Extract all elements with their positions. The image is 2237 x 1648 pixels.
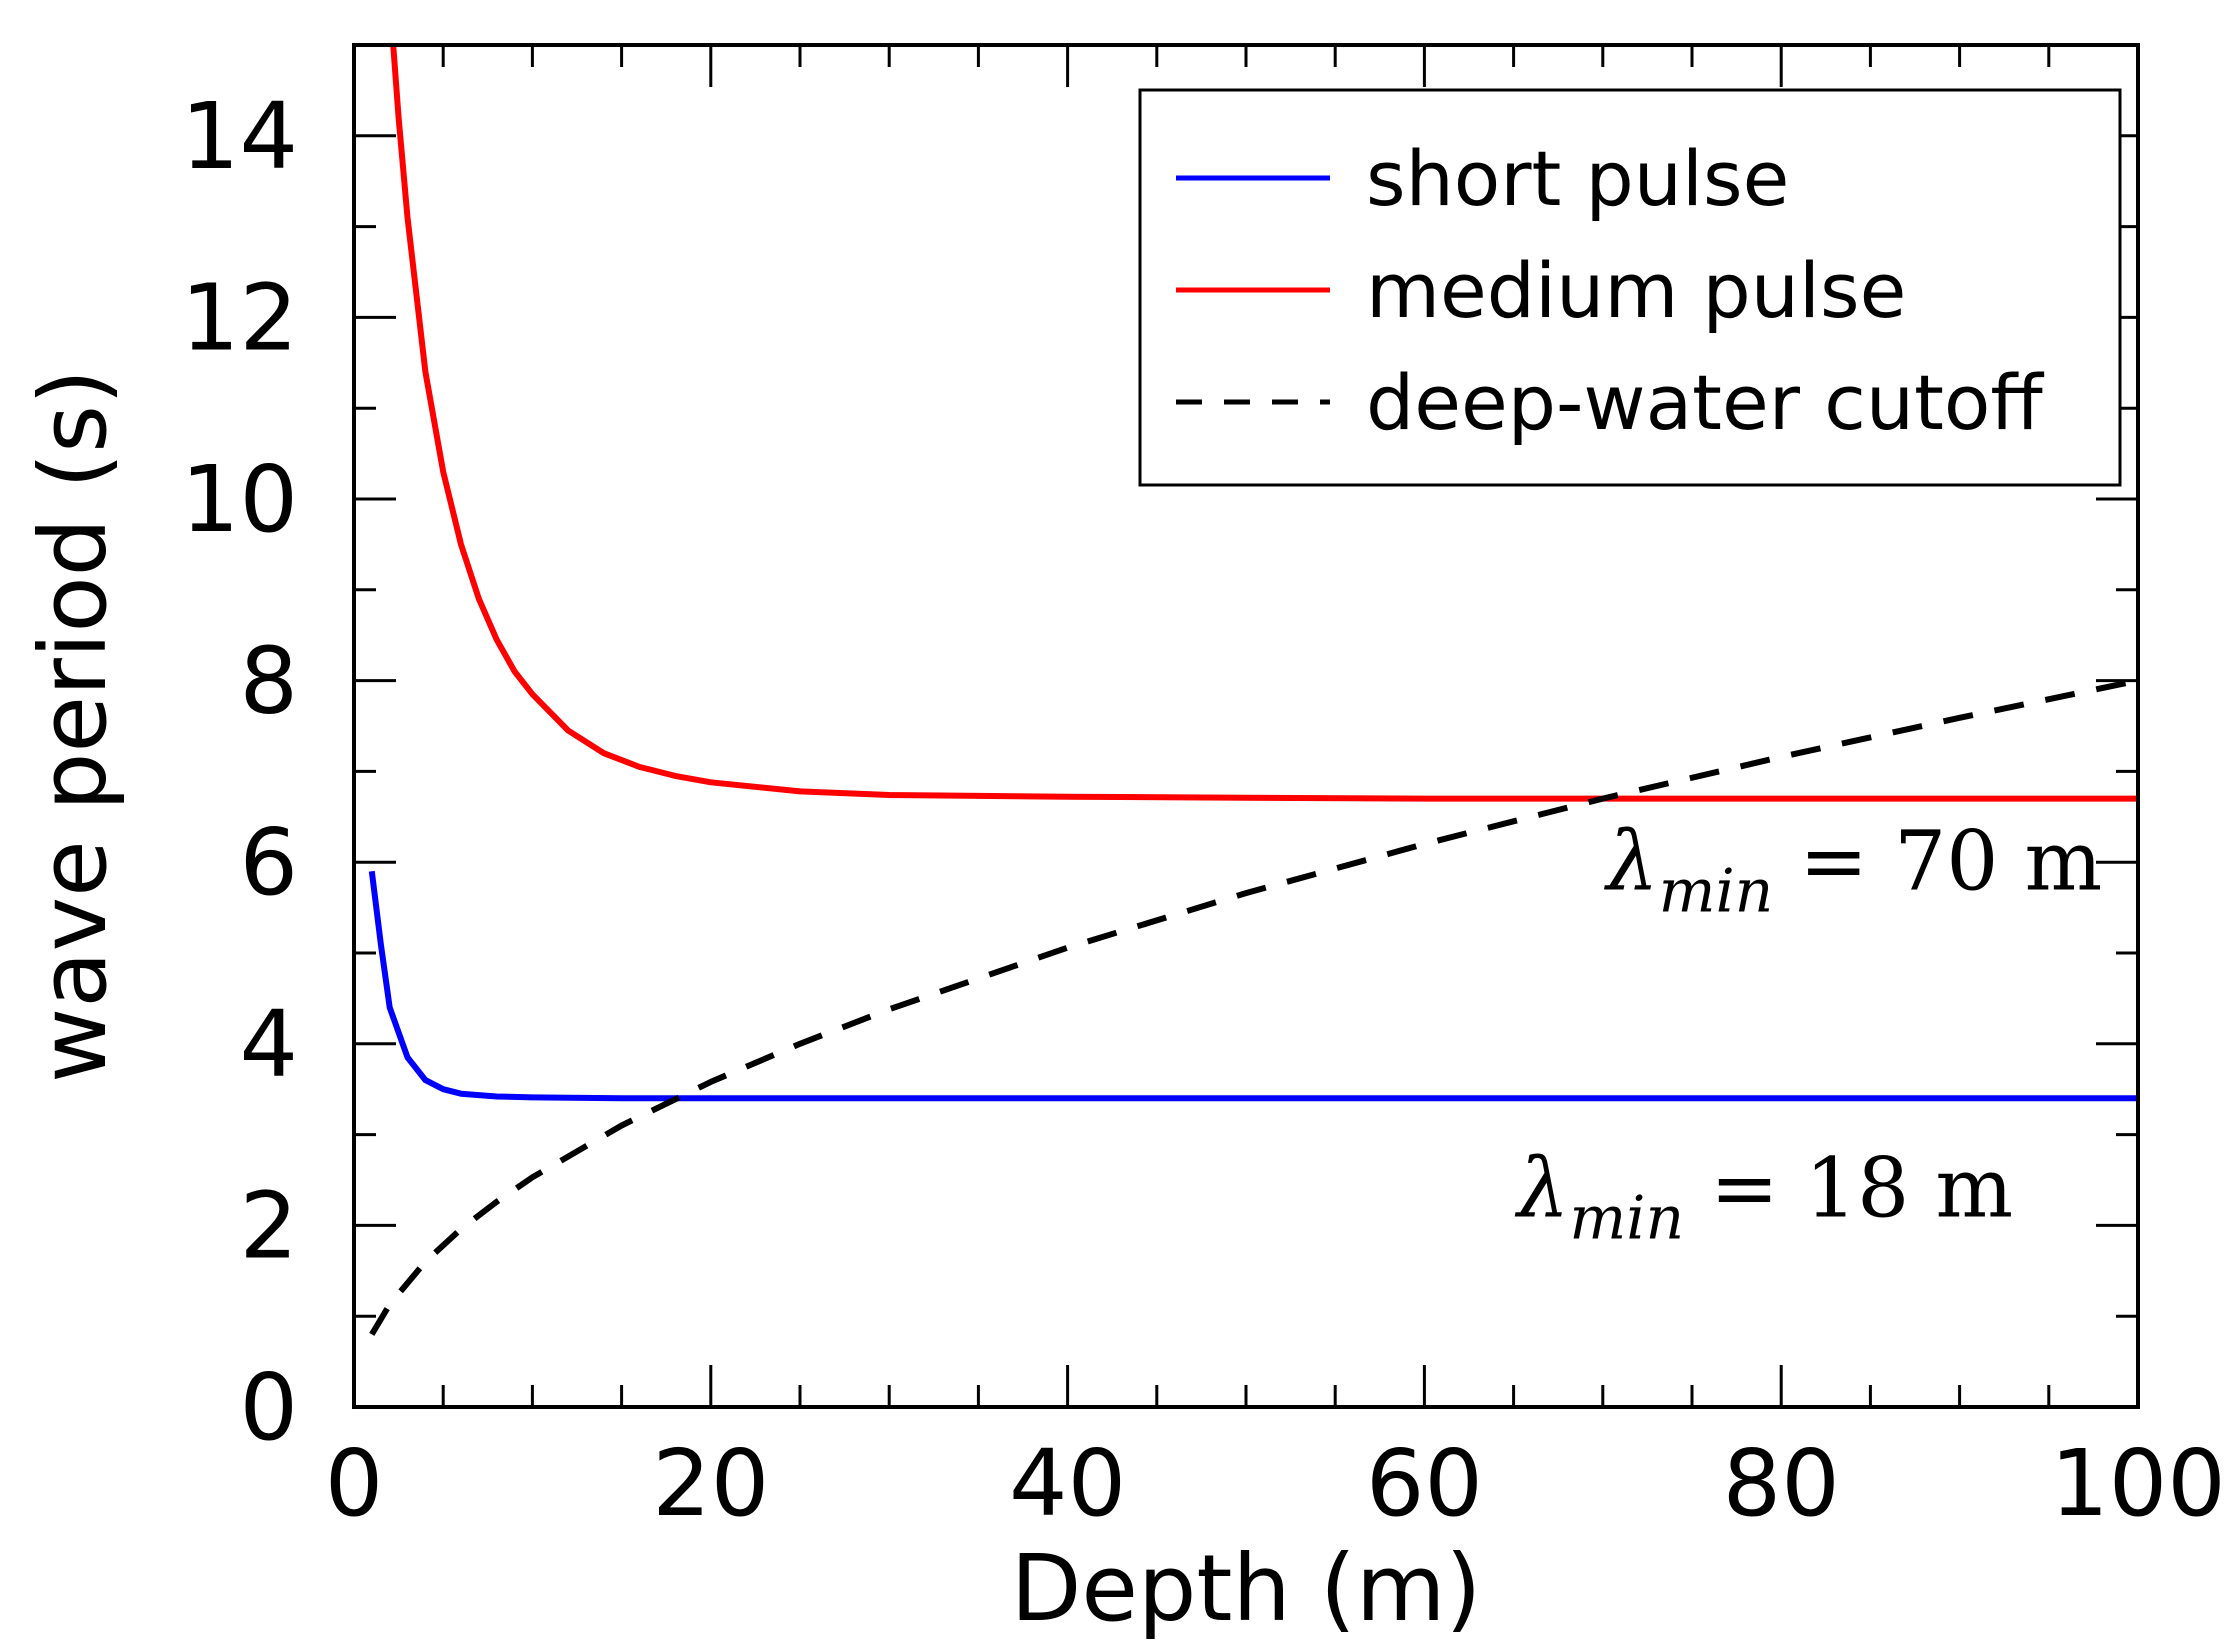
y-tick-label: 4 bbox=[239, 991, 298, 1098]
y-axis-title: wave period (s) bbox=[20, 369, 127, 1083]
x-axis-title: Depth (m) bbox=[1011, 1535, 1482, 1642]
series-line-2 bbox=[390, 45, 2138, 802]
annotations-layer: λmin = 70 m λmin = 18 m bbox=[1514, 814, 2102, 1253]
x-tick-label: 100 bbox=[2050, 1430, 2226, 1537]
annotation-1: λmin = 70 m bbox=[1604, 814, 2103, 926]
y-tick-label: 6 bbox=[239, 809, 298, 916]
series-layer bbox=[368, 45, 2138, 1336]
annotation-2: λmin = 18 m bbox=[1514, 1141, 2013, 1253]
x-tick-label: 40 bbox=[1009, 1430, 1126, 1537]
y-tick-label: 0 bbox=[239, 1354, 298, 1461]
legend-label-2: medium pulse bbox=[1366, 246, 1906, 335]
x-tick-label: 0 bbox=[325, 1430, 384, 1537]
x-tick-label: 20 bbox=[652, 1430, 769, 1537]
legend-label-1: short pulse bbox=[1366, 134, 1789, 223]
y-tick-label: 14 bbox=[181, 83, 298, 190]
y-tick-label: 10 bbox=[181, 446, 298, 553]
tick-labels-layer: 0 20 40 60 80 100 0 2 4 6 8 10 12 14 bbox=[181, 83, 2226, 1537]
legend: short pulse medium pulse deep-water cutoff bbox=[1138, 88, 2122, 487]
y-tick-label: 12 bbox=[181, 264, 298, 371]
y-tick-label: 8 bbox=[239, 628, 298, 735]
x-tick-label: 80 bbox=[1723, 1430, 1840, 1537]
y-tick-label: 2 bbox=[239, 1172, 298, 1279]
x-tick-label: 60 bbox=[1366, 1430, 1483, 1537]
plot-frame bbox=[352, 43, 2140, 1409]
legend-label-3: deep-water cutoff bbox=[1366, 358, 2044, 447]
legend-items: short pulse medium pulse deep-water cutoff bbox=[1176, 134, 2044, 447]
series-line-3 bbox=[369, 677, 2138, 1336]
series-line-1 bbox=[368, 870, 2138, 1102]
